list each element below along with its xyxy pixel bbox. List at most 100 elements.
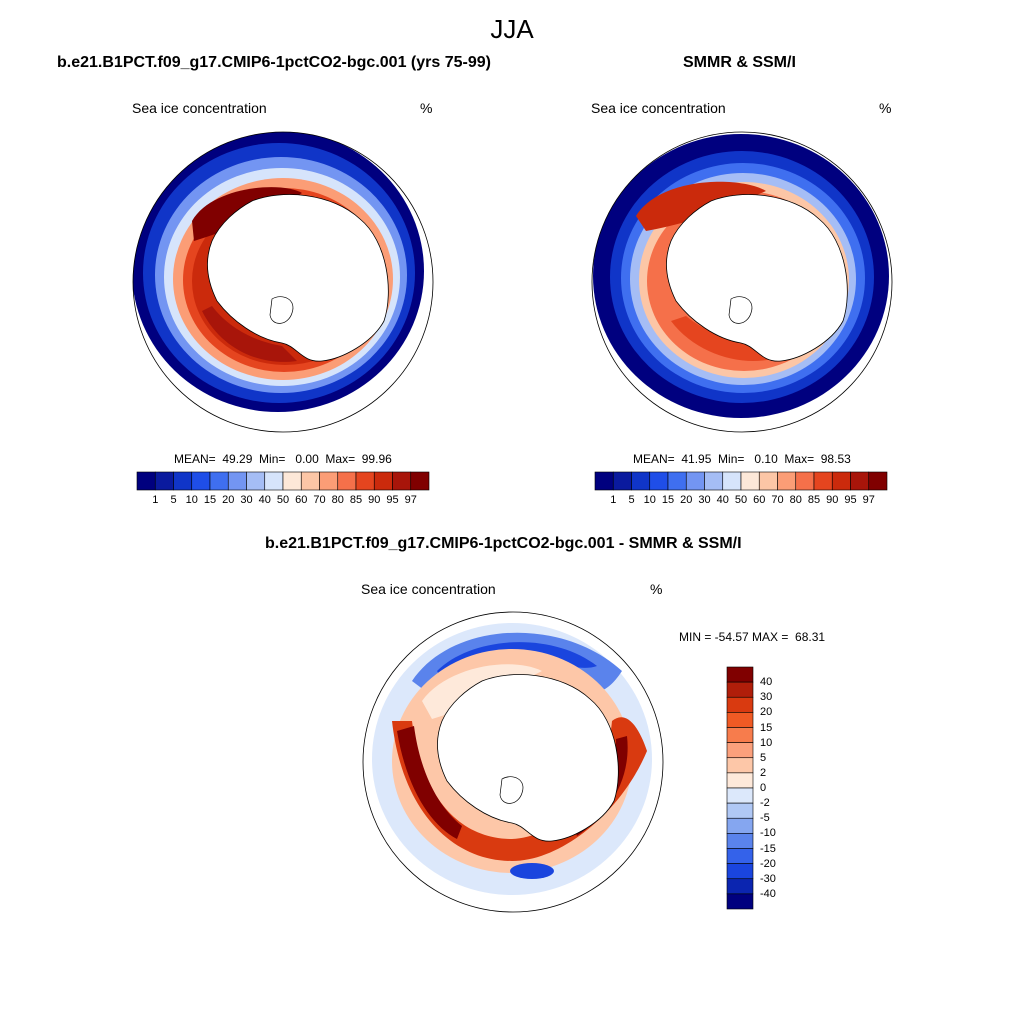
diff-colorbar-tick-label: 30: [760, 691, 773, 704]
obs-colorbar-tick-label: 97: [862, 494, 875, 506]
diff-colorbar-swatch: [726, 757, 754, 774]
diff-colorbar-swatch: [726, 772, 754, 789]
diff-colorbar-swatch: [726, 878, 754, 895]
model-colorbar-swatch: [154, 471, 174, 491]
obs-colorbar-swatch: [777, 471, 797, 491]
obs-colorbar-tick-label: 5: [628, 494, 635, 506]
obs-colorbar-swatch: [795, 471, 815, 491]
obs-colorbar-tick-label: 20: [680, 494, 693, 506]
obs-colorbar-tick-label: 70: [771, 494, 784, 506]
diff-variable-label: Sea ice concentration: [361, 581, 496, 597]
obs-colorbar-tick-label: 15: [661, 494, 675, 506]
diff-colorbar-swatch: [726, 893, 754, 910]
model-variable-label: Sea ice concentration: [132, 100, 267, 116]
obs-panel-title: SMMR & SSM/I: [683, 54, 796, 71]
model-colorbar-tick-label: 30: [240, 494, 253, 506]
model-colorbar-swatch: [264, 471, 284, 491]
diff-colorbar-swatch: [726, 742, 754, 759]
diff-colorbar-tick-label: -15: [760, 842, 776, 855]
model-colorbar-tick-label: 70: [313, 494, 326, 506]
diff-colorbar-tick-label: 15: [760, 721, 773, 734]
model-colorbar-tick-label: 60: [295, 494, 308, 506]
obs-colorbar-swatch: [722, 471, 742, 491]
obs-colorbar-swatch: [612, 471, 632, 491]
diff-colorbar-tick-label: 40: [760, 676, 773, 689]
model-colorbar-tick-label: 40: [258, 494, 271, 506]
obs-colorbar-tick-label: 40: [716, 494, 729, 506]
obs-colorbar: [594, 471, 888, 491]
model-colorbar-swatch: [355, 471, 375, 491]
diff-colorbar-tick-label: 20: [760, 706, 773, 719]
model-colorbar-swatch: [227, 471, 247, 491]
diff-colorbar-tick-label: -30: [760, 872, 776, 885]
model-colorbar-tick-label: 90: [368, 494, 381, 506]
obs-colorbar-swatch: [758, 471, 778, 491]
model-colorbar-labels: 1 5 10 15 20 30 40 50 60 70 80 85 90 95 97: [137, 494, 429, 508]
diff-colorbar-tick-label: -20: [760, 857, 776, 870]
model-colorbar-swatch: [392, 471, 412, 491]
obs-colorbar-tick-label: 60: [753, 494, 766, 506]
model-colorbar-tick-label: 5: [170, 494, 177, 506]
model-colorbar-tick-label: 50: [276, 494, 290, 506]
model-colorbar-swatch: [136, 471, 156, 491]
obs-colorbar-tick-label: 85: [807, 494, 821, 506]
model-colorbar-swatch: [209, 471, 229, 491]
diff-colorbar-swatch: [726, 833, 754, 849]
model-colorbar-tick-label: 10: [185, 494, 198, 506]
diff-colorbar-swatch: [726, 681, 754, 698]
model-colorbar-swatch: [282, 471, 302, 491]
model-colorbar-swatch: [373, 471, 393, 491]
obs-variable-label: Sea ice concentration: [591, 100, 726, 116]
obs-colorbar-labels: 1 5 10 15 20 30 40 50 60 70 80 85 90 95 97: [595, 494, 887, 508]
obs-colorbar-tick-label: 1: [610, 494, 617, 506]
diff-colorbar-swatch: [726, 848, 754, 864]
diff-colorbar-swatch: [726, 817, 754, 834]
model-colorbar-tick-label: 95: [386, 494, 399, 506]
obs-colorbar-swatch: [868, 471, 888, 491]
obs-colorbar-tick-label: 30: [698, 494, 711, 506]
obs-stats: MEAN= 41.95 Min= 0.10 Max= 98.53: [633, 452, 851, 466]
obs-colorbar-swatch: [740, 471, 760, 491]
model-units-label: %: [420, 100, 433, 116]
model-colorbar-tick-label: 1: [152, 494, 159, 506]
model-colorbar-tick-label: 80: [331, 494, 344, 506]
obs-colorbar-swatch: [850, 471, 870, 491]
diff-stats: MIN = -54.57 MAX = 68.31: [679, 630, 826, 644]
model-colorbar-swatch: [246, 471, 266, 491]
obs-polar-map: [591, 131, 893, 433]
diff-colorbar-swatch: [726, 712, 754, 728]
model-stats: MEAN= 49.29 Min= 0.00 Max= 99.96: [174, 452, 392, 466]
obs-colorbar-swatch: [685, 471, 705, 491]
model-panel-title: b.e21.B1PCT.f09_g17.CMIP6-1pctCO2-bgc.00…: [57, 54, 491, 71]
diff-colorbar-tick-label: -2: [760, 797, 770, 810]
diff-colorbar-swatch: [726, 787, 754, 804]
obs-units-label: %: [879, 100, 892, 116]
model-colorbar-swatch: [337, 471, 357, 491]
model-colorbar-swatch: [300, 471, 320, 491]
obs-colorbar-tick-label: 50: [734, 494, 748, 506]
obs-colorbar-swatch: [649, 471, 669, 491]
model-colorbar-swatch: [410, 471, 430, 491]
diff-colorbar-tick-label: 10: [760, 736, 773, 749]
model-colorbar: [136, 471, 430, 491]
diff-colorbar-swatch: [726, 666, 754, 683]
obs-colorbar-tick-label: 95: [844, 494, 857, 506]
obs-colorbar-swatch: [667, 471, 687, 491]
model-colorbar-swatch: [173, 471, 193, 491]
model-colorbar-tick-label: 97: [404, 494, 417, 506]
obs-colorbar-swatch: [813, 471, 833, 491]
obs-colorbar-swatch: [831, 471, 851, 491]
obs-colorbar-tick-label: 10: [643, 494, 656, 506]
obs-colorbar-swatch: [704, 471, 724, 491]
figure-title: JJA: [490, 14, 534, 44]
obs-colorbar-swatch: [631, 471, 651, 491]
diff-colorbar-swatch: [726, 863, 754, 880]
diff-colorbar-swatch: [726, 802, 754, 819]
diff-colorbar-tick-label: -5: [760, 812, 770, 825]
model-colorbar-tick-label: 20: [222, 494, 235, 506]
diff-colorbar-tick-label: -40: [760, 887, 776, 900]
diff-colorbar-labels: 40 30 20 15 10 5 2 0 -2 -5 -10 -15 -20 -30 -40: [760, 667, 800, 909]
diff-colorbar-swatch: [726, 727, 754, 743]
diff-panel-title: b.e21.B1PCT.f09_g17.CMIP6-1pctCO2-bgc.00…: [265, 535, 742, 552]
obs-colorbar-tick-label: 80: [789, 494, 802, 506]
